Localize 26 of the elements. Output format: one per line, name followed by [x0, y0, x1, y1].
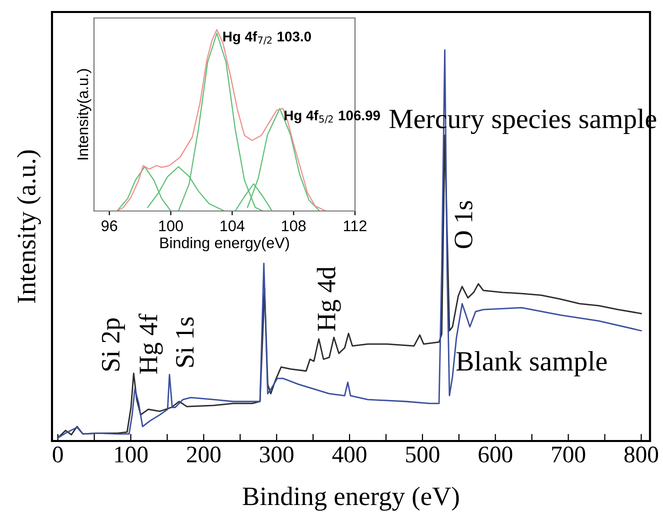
annotation: O 1s — [454, 201, 472, 248]
x-tick-label: 700 — [552, 446, 586, 462]
x-tick-label: 96 — [102, 220, 118, 232]
annotation: Hg 4f$_{5/2}$ 106.99 — [284, 110, 380, 124]
annotation: Hg 4f — [138, 314, 163, 374]
annotation: Si 1s — [176, 317, 194, 367]
annotation: Si 2p — [102, 318, 125, 371]
series-label: Blank sample — [456, 351, 607, 376]
x-tick-label: 500 — [406, 446, 440, 462]
x-tick-label: 0 — [52, 446, 63, 462]
x-tick-label: 800 — [624, 446, 658, 462]
annotation: Hg 4d — [316, 266, 341, 331]
x-tick-label: 112 — [344, 220, 366, 232]
x-tick-label: 108 — [282, 220, 306, 232]
x-tick-label: 600 — [478, 446, 512, 462]
x-tick-label: 100 — [115, 446, 148, 462]
y-axis-title: Intensity (a.u.) — [16, 150, 41, 303]
x-axis-title: Binding energy(eV) — [160, 237, 289, 252]
annotation: Hg 4f$_{7/2}$ 103.0 — [223, 31, 311, 45]
x-axis-title: Binding energy (eV) — [242, 486, 459, 511]
x-tick-label: 400 — [332, 446, 366, 462]
x-tick-label: 300 — [260, 446, 294, 462]
x-tick-label: 100 — [159, 220, 183, 232]
x-tick-label: 104 — [220, 220, 244, 232]
y-axis-title: Intensity(a.u.) — [76, 69, 92, 160]
x-tick-label: 200 — [187, 446, 220, 462]
